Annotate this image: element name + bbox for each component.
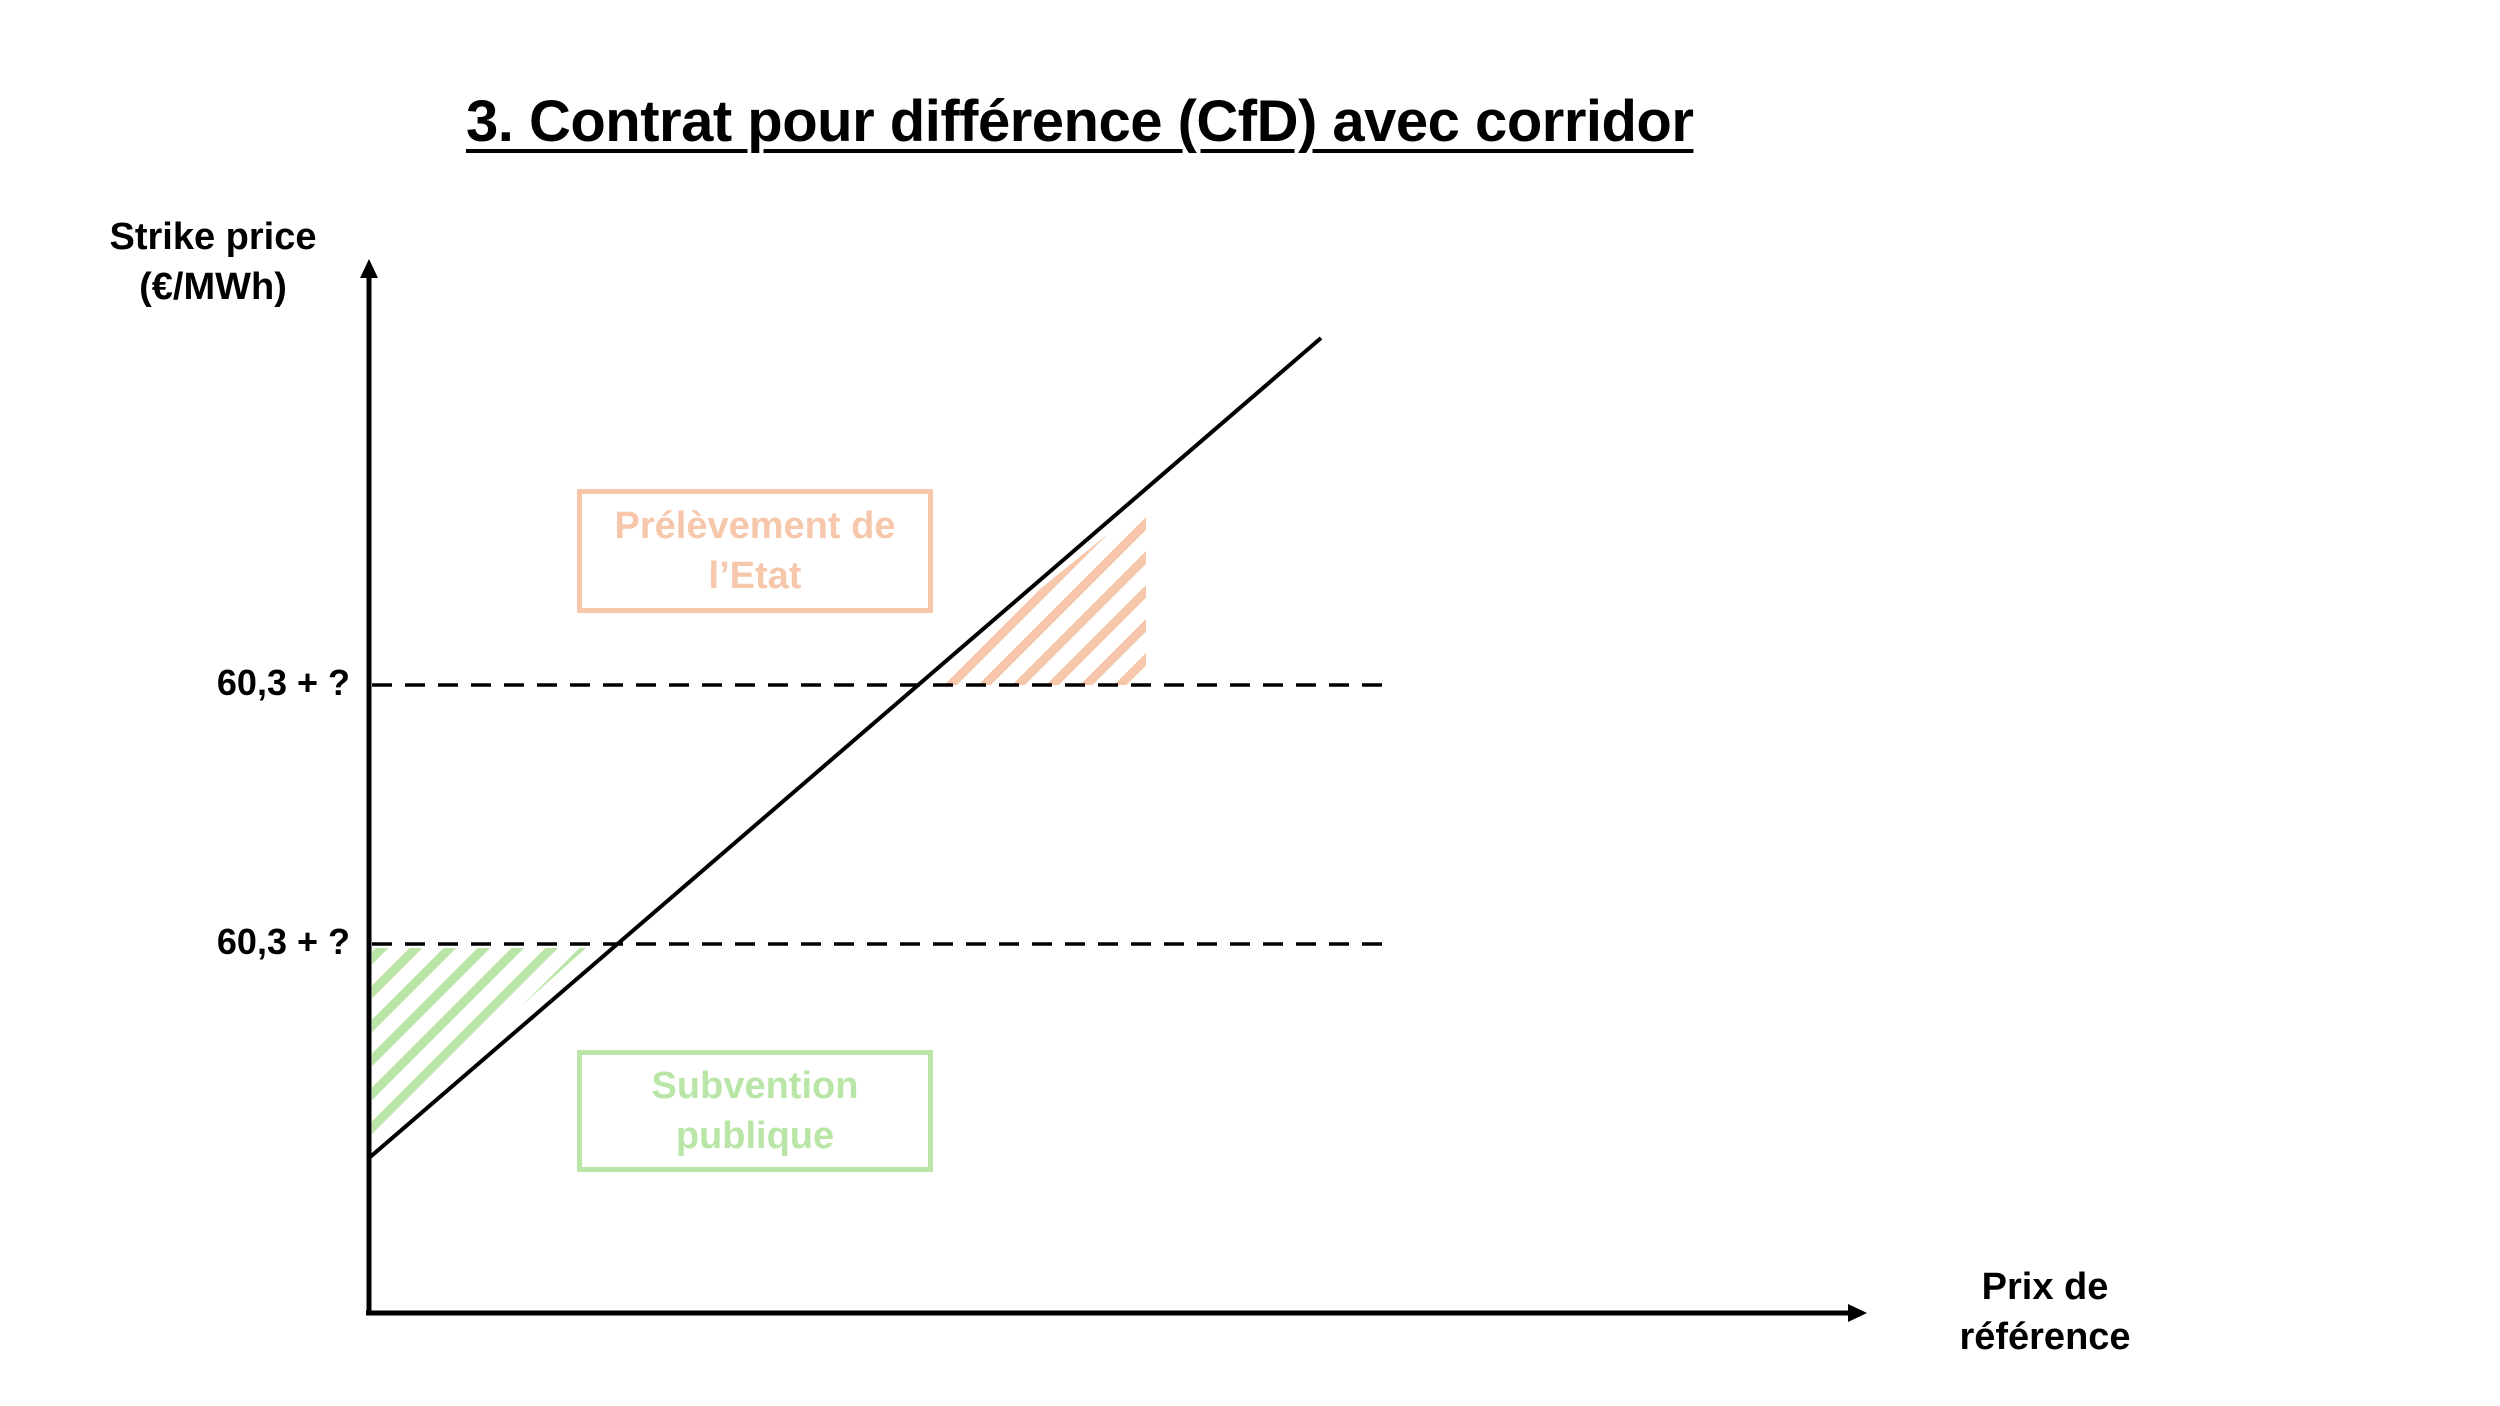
page-title: 3. Contrat pour différence (CfD) avec co… [466, 89, 1694, 154]
tick-label-upper: 60,3 + ? [216, 662, 350, 703]
levy-hatched-region [922, 503, 1146, 685]
x-axis-label-line1: Prix de [1981, 1266, 2109, 1308]
levy-label-box: Prélèvement de l’Etat [577, 489, 933, 613]
y-axis-label: Strike price (€/MWh) [88, 212, 338, 312]
x-axis-arrow-icon [1848, 1304, 1867, 1322]
revenue-diagonal-line [367, 336, 1323, 1160]
subsidy-label-line1: Subvention [651, 1065, 859, 1107]
levy-label-line1: Prélèvement de [614, 505, 896, 547]
y-axis-label-line2: (€/MWh) [139, 266, 287, 308]
x-axis-label: Prix de référence [1920, 1262, 2170, 1362]
tick-label-lower: 60,3 + ? [216, 921, 350, 962]
subsidy-label-box: Subvention publique [577, 1050, 933, 1172]
y-axis-arrow-icon [360, 259, 378, 278]
subsidy-label-line2: publique [675, 1115, 835, 1157]
y-axis-label-line1: Strike price [109, 216, 317, 258]
subsidy-hatched-region [372, 948, 586, 1140]
x-axis-label-line2: référence [1959, 1316, 2131, 1358]
levy-label-line2: l’Etat [708, 555, 802, 597]
